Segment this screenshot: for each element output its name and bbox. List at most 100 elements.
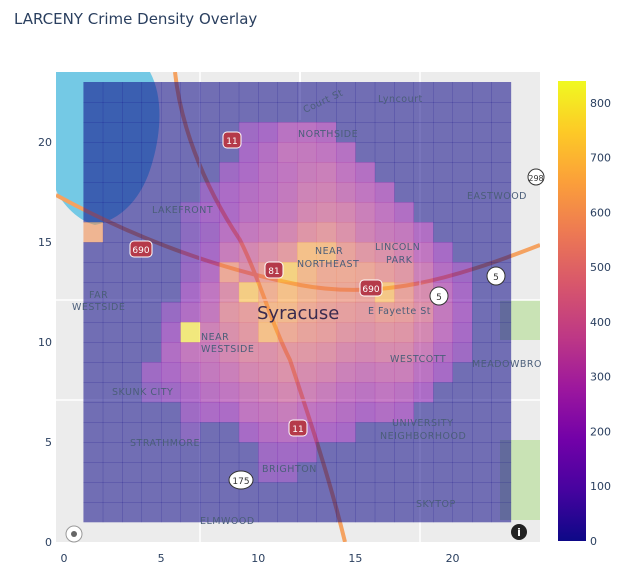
heatmap-cell [161,202,181,223]
heatmap-cell [336,382,356,403]
heatmap-cell [277,162,298,183]
heatmap-cell [336,142,356,163]
heatmap-cell [433,442,453,463]
heatmap-cell [122,302,143,323]
heatmap-cell [161,242,181,263]
heatmap-cell [200,182,220,203]
neighborhood-label: FAR [89,290,108,301]
heatmap-cell [491,162,512,183]
heatmap-cell [491,422,512,443]
map-logo-icon[interactable] [65,525,83,543]
heatmap-cell [413,322,434,343]
heatmap-cell [102,102,123,123]
interstate-shield-icon: 690 [129,240,153,258]
heatmap-cell [472,362,492,383]
heatmap-cell [452,102,473,123]
x-tick-label: 0 [61,552,68,565]
heatmap-cell [277,402,298,423]
heatmap-cell [355,482,376,503]
heatmap-cell [452,342,473,363]
heatmap-cell [83,142,104,163]
heatmap-cell [374,362,395,383]
neighborhood-label: WESTCOTT [390,354,446,365]
heatmap-cell [238,102,259,123]
heatmap-cell [102,142,123,163]
heatmap-cell [491,382,512,403]
heatmap-cell [316,442,337,463]
heatmap-cell [413,502,434,523]
heatmap-cell [258,502,279,523]
heatmap-cell [102,82,123,103]
heatmap-cell [433,162,453,183]
heatmap-cell [161,322,181,343]
heatmap-cell [394,442,415,463]
heatmap-cell [374,182,395,203]
heatmap-cell [491,282,512,303]
heatmap-cell [219,102,240,123]
heatmap-cell [83,462,104,483]
heatmap-cell [316,222,337,243]
heatmap-cell [122,142,143,163]
heatmap-cell [413,382,434,403]
heatmap-cell [433,322,453,343]
heatmap-cell [180,362,201,383]
heatmap-cell [472,502,492,523]
heatmap-cell [180,442,201,463]
heatmap-cell [433,262,453,283]
heatmap-cell [413,422,434,443]
heatmap-cell [258,482,279,503]
heatmap-cell [219,442,240,463]
heatmap-cell [200,242,220,263]
heatmap-cell [355,342,376,363]
heatmap-cell [83,362,104,383]
heatmap-cell [122,462,143,483]
street-label: Lyncourt [378,94,423,105]
heatmap-cell [122,282,143,303]
heatmap-cell [141,482,162,503]
heatmap-cell [413,102,434,123]
heatmap-cell [258,182,279,203]
heatmap-cell [472,462,492,483]
heatmap-cell [297,102,317,123]
heatmap-cell [316,462,337,483]
heatmap-cell [297,182,317,203]
heatmap-cell [258,222,279,243]
heatmap-cell [122,262,143,283]
heatmap-cell [83,302,104,323]
colorbar-gradient [558,81,586,541]
heatmap-cell [336,162,356,183]
heatmap-cell [277,362,298,383]
heatmap-cell [452,462,473,483]
heatmap-cell [161,302,181,323]
heatmap-cell [161,282,181,303]
heatmap-cell [355,322,376,343]
heatmap-cell [297,322,317,343]
heatmap-cell [355,182,376,203]
neighborhood-label: WESTSIDE [72,302,125,313]
info-icon[interactable]: i [511,524,527,540]
neighborhood-label: NEAR [315,246,343,257]
heatmap-cell [180,302,201,323]
heatmap-cell [413,182,434,203]
heatmap-cell [394,422,415,443]
heatmap-cell [472,322,492,343]
heatmap-cell [200,422,220,443]
heatmap-cell [413,202,434,223]
heatmap-cell [413,362,434,383]
heatmap-cell [219,222,240,243]
heatmap-cell [316,342,337,363]
heatmap-cell [336,482,356,503]
heatmap-cell [433,342,453,363]
heatmap-cell [122,182,143,203]
heatmap-cell [297,122,317,143]
heatmap-cell [141,222,162,243]
heatmap-cell [316,102,337,123]
heatmap-cell [452,242,473,263]
heatmap-cell [413,302,434,323]
interstate-shield-icon: 690 [359,279,383,297]
heatmap-cell [200,382,220,403]
heatmap-cell [394,382,415,403]
heatmap-cell [238,402,259,423]
heatmap-cell [180,462,201,483]
